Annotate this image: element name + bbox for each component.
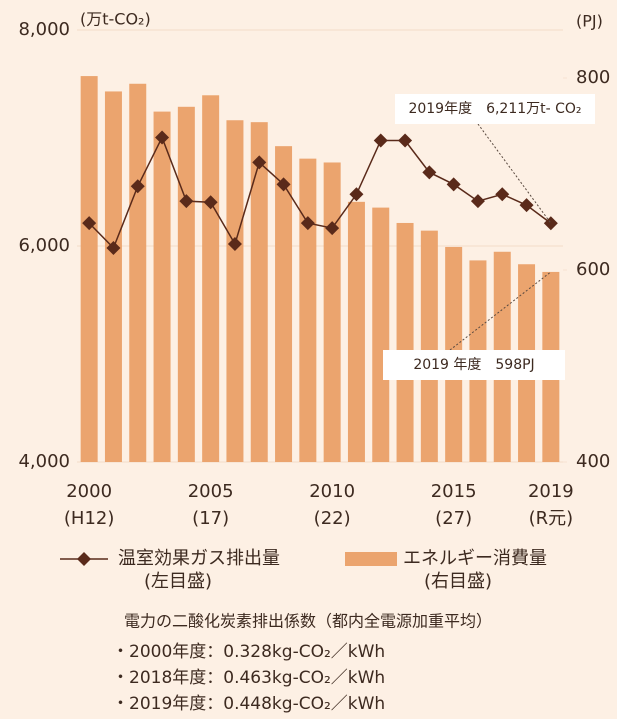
marker	[106, 240, 121, 255]
marker	[422, 165, 437, 180]
x-tick-label: 2010	[309, 481, 355, 502]
y2-unit-label: (PJ)	[576, 12, 603, 31]
bar	[275, 146, 293, 462]
marker	[543, 216, 558, 231]
bar	[104, 91, 122, 462]
marker	[203, 195, 218, 210]
bar	[226, 120, 244, 463]
bar	[250, 122, 268, 462]
annotation-text: 2019年度 6,211万t- CO₂	[408, 101, 581, 117]
marker	[276, 177, 291, 192]
marker	[519, 198, 534, 213]
legend-note: (右目盛)	[424, 571, 492, 592]
annotation-leader	[449, 271, 552, 351]
y-tick-label: 8,000	[18, 19, 70, 40]
marker	[130, 179, 145, 194]
y2-tick-label: 800	[576, 67, 610, 88]
marker	[446, 177, 461, 192]
bar	[323, 162, 341, 463]
marker	[325, 221, 340, 236]
bar	[372, 207, 390, 462]
bar	[153, 111, 171, 462]
annotation-leader	[477, 123, 552, 224]
bar	[420, 230, 438, 462]
bar	[396, 222, 414, 462]
marker	[179, 194, 194, 209]
annotation-box	[395, 94, 595, 124]
x-tick-sublabel: (27)	[435, 508, 472, 529]
marker	[349, 187, 364, 202]
footnote-line: ・2019年度：0.448kg-CO₂／kWh	[112, 694, 385, 714]
legend-label: 温室効果ガス排出量	[118, 548, 280, 569]
marker	[82, 216, 97, 231]
bar	[347, 201, 365, 462]
x-tick-sublabel: (H12)	[64, 508, 114, 529]
footnote-title: 電力の二酸化炭素排出係数（都内全電源加重平均）	[124, 612, 492, 631]
y2-tick-label: 400	[576, 451, 610, 472]
footnote-line: ・2000年度：0.328kg-CO₂／kWh	[112, 642, 385, 662]
bar	[177, 106, 195, 463]
bar	[202, 95, 220, 462]
legend-label: エネルギー消費量	[403, 548, 547, 569]
marker	[252, 155, 267, 170]
bar	[80, 76, 98, 462]
x-tick-sublabel: (R元)	[529, 508, 574, 529]
marker	[495, 187, 510, 202]
annotation-text: 2019 年度 598PJ	[413, 357, 534, 373]
legend-marker	[77, 552, 91, 566]
x-tick-label: 2019	[528, 481, 574, 502]
marker	[470, 194, 485, 209]
x-tick-sublabel: (17)	[192, 508, 229, 529]
marker	[300, 216, 315, 231]
x-tick-sublabel: (22)	[314, 508, 351, 529]
bar	[129, 83, 147, 462]
legend-note: (左目盛)	[144, 571, 212, 592]
annotation-box	[383, 350, 565, 380]
marker	[398, 133, 413, 148]
legend-swatch	[345, 552, 397, 566]
x-tick-label: 2005	[188, 481, 234, 502]
marker	[155, 130, 170, 145]
footnote-line: ・2018年度：0.463kg-CO₂／kWh	[112, 668, 385, 688]
marker	[373, 133, 388, 148]
y2-tick-label: 600	[576, 259, 610, 280]
y-tick-label: 4,000	[18, 451, 70, 472]
x-tick-label: 2015	[431, 481, 477, 502]
bar	[299, 158, 317, 462]
x-tick-label: 2000	[66, 481, 112, 502]
marker	[227, 237, 242, 252]
y-unit-label: (万t-CO₂)	[80, 10, 151, 29]
y-tick-label: 6,000	[18, 235, 70, 256]
